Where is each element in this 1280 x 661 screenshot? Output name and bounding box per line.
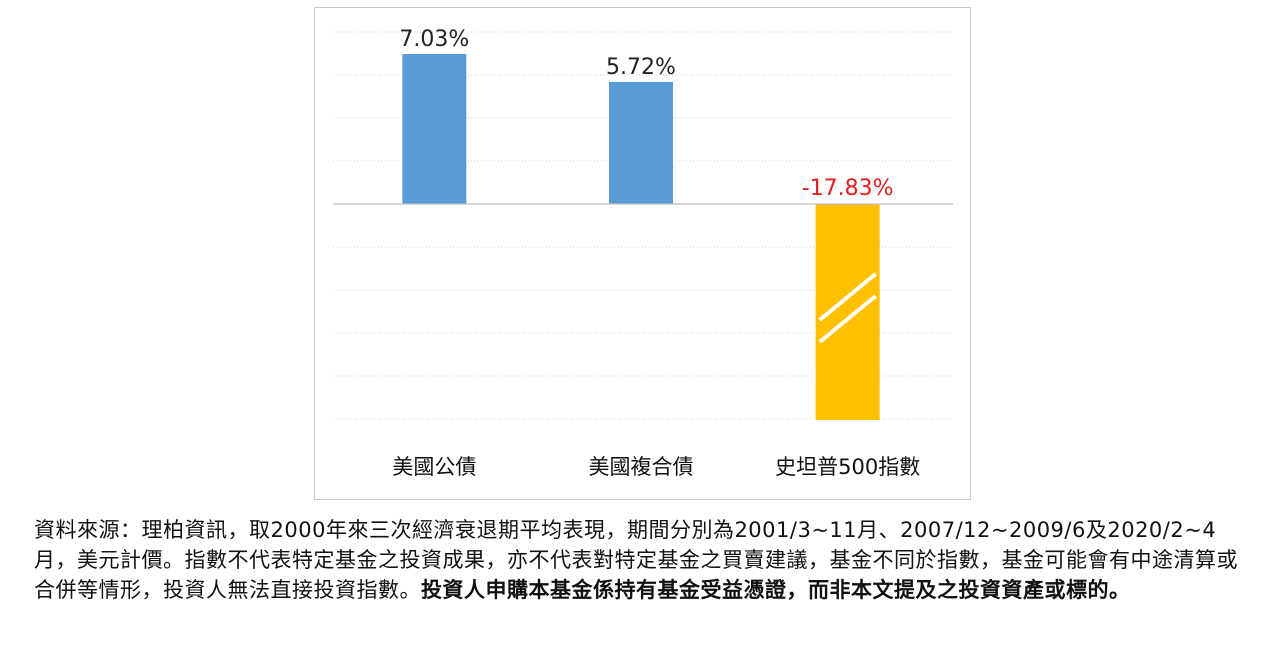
data-label-2: -17.83%	[802, 176, 894, 201]
data-label-1: 5.72%	[606, 55, 676, 80]
source-caption: 資料來源：理柏資訊，取2000年來三次經濟衰退期平均表現，期間分別為2001/3…	[34, 515, 1256, 605]
axis-break-line-2	[818, 294, 877, 344]
axis-break-line-1	[818, 272, 877, 322]
category-label-2: 史坦普500指數	[775, 455, 920, 479]
chart-container: 7.03% 美國公債 5.72% 美國複合債 -17.83% 史坦普500指數	[314, 7, 971, 500]
bar-0	[402, 54, 467, 204]
bar-2	[815, 204, 880, 420]
caption-text: 資料來源：理柏資訊，取2000年來三次經濟衰退期平均表現，期間分別為2001/3…	[34, 518, 1238, 602]
category-label-0: 美國公債	[392, 455, 476, 479]
caption-bold-text: 投資人申購本基金係持有基金受益憑證，而非本文提及之投資資產或標的。	[421, 578, 1131, 602]
category-label-1: 美國複合債	[589, 455, 694, 479]
bar-1	[609, 81, 673, 204]
bar-chart: 7.03% 美國公債 5.72% 美國複合債 -17.83% 史坦普500指數	[333, 27, 953, 479]
data-label-0: 7.03%	[399, 27, 469, 52]
